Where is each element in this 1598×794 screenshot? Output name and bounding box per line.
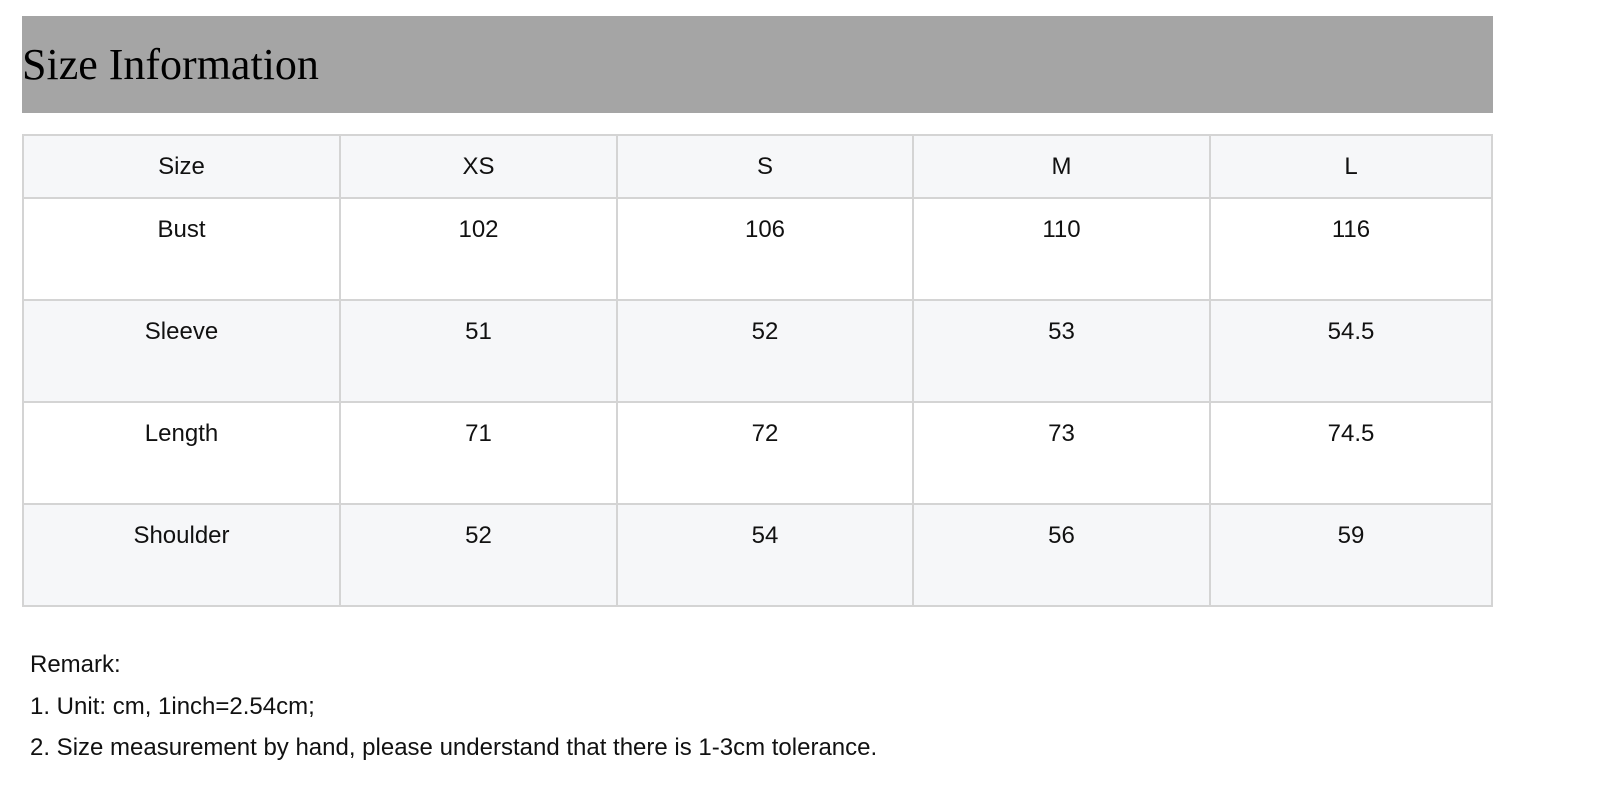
size-table: Size XS S M L Bust 102 106 110 116 Sleev… [22, 134, 1493, 607]
table-cell: 73 [912, 401, 1211, 505]
header-cell: Size [22, 134, 341, 199]
remark-heading: Remark: [30, 651, 121, 678]
table-cell: 72 [616, 401, 914, 505]
row-label: Sleeve [22, 299, 341, 403]
header-cell: XS [339, 134, 618, 199]
header-cell: S [616, 134, 914, 199]
table-cell: 116 [1209, 197, 1493, 301]
header-cell: L [1209, 134, 1493, 199]
table-cell: 74.5 [1209, 401, 1493, 505]
remarks: Remark: 1. Unit: cm, 1inch=2.54cm; 2. Si… [30, 644, 877, 769]
row-label: Bust [22, 197, 341, 301]
table-row: Shoulder 52 54 56 59 [22, 503, 1493, 607]
table-cell: 56 [912, 503, 1211, 607]
table-cell: 51 [339, 299, 618, 403]
table-cell: 54 [616, 503, 914, 607]
row-label: Length [22, 401, 341, 505]
row-label: Shoulder [22, 503, 341, 607]
header-cell: M [912, 134, 1211, 199]
table-cell: 110 [912, 197, 1211, 301]
table-cell: 106 [616, 197, 914, 301]
table-cell: 54.5 [1209, 299, 1493, 403]
table-cell: 102 [339, 197, 618, 301]
table-cell: 52 [339, 503, 618, 607]
table-cell: 59 [1209, 503, 1493, 607]
table-header-row: Size XS S M L [22, 134, 1493, 199]
remark-line: 1. Unit: cm, 1inch=2.54cm; [30, 692, 315, 720]
table-cell: 71 [339, 401, 618, 505]
table-cell: 53 [912, 299, 1211, 403]
table-row: Length 71 72 73 74.5 [22, 401, 1493, 505]
table-row: Sleeve 51 52 53 54.5 [22, 299, 1493, 403]
page-title: Size Information [22, 40, 319, 89]
table-row: Bust 102 106 110 116 [22, 197, 1493, 301]
remark-line: 2. Size measurement by hand, please unde… [30, 734, 878, 761]
table-cell: 52 [616, 299, 914, 403]
title-banner: Size Information [22, 16, 1493, 113]
